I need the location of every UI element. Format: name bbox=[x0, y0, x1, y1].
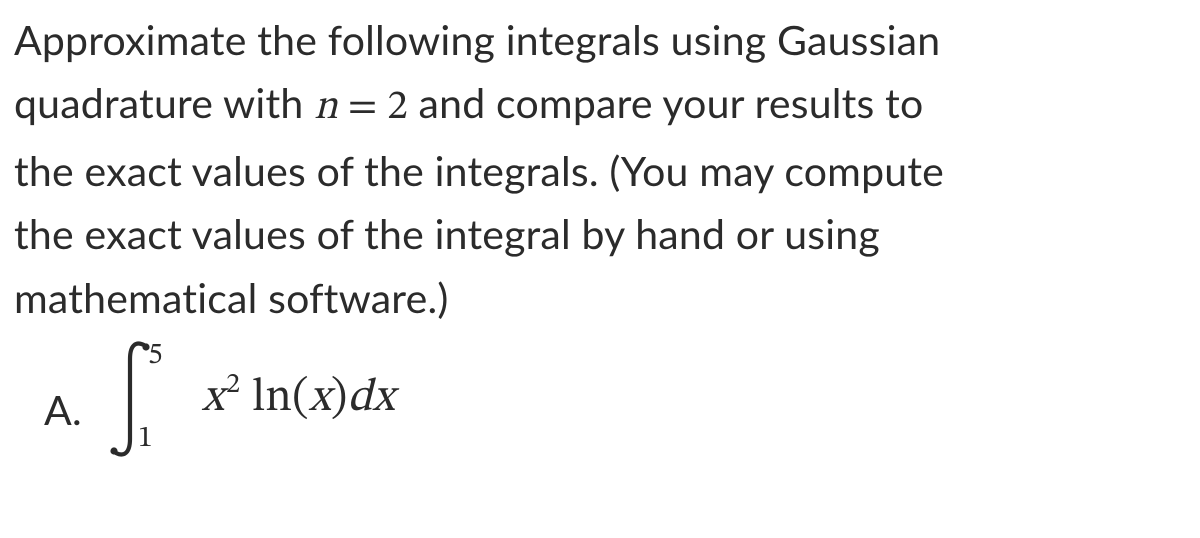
line2-post: and compare your results to bbox=[408, 78, 924, 127]
problem-text-line-5: mathematical software.) bbox=[14, 266, 1186, 329]
value-2: 2 bbox=[387, 87, 408, 128]
item-a-row: A. 5 1 x2 ln(x)dx bbox=[14, 339, 1186, 459]
problem-text-line-1: Approximate the following integrals usin… bbox=[14, 8, 1186, 71]
integral-expression: 5 1 x2 ln(x)dx bbox=[100, 339, 395, 459]
problem-text-line-4: the exact values of the integral by hand… bbox=[14, 202, 1186, 265]
close-paren: ) bbox=[331, 363, 348, 434]
item-a-label: A. bbox=[44, 378, 82, 459]
integral-upper-limit: 5 bbox=[148, 333, 163, 379]
differential-x: x bbox=[373, 363, 395, 434]
ln-argument: x bbox=[309, 363, 331, 434]
integral-lower-limit: 1 bbox=[138, 416, 153, 462]
equals-sign: = bbox=[338, 87, 387, 128]
ln-operator: ln bbox=[252, 363, 292, 434]
integrand-x: x bbox=[202, 363, 224, 434]
problem-text-line-2: quadrature with n = 2 and compare your r… bbox=[14, 71, 1186, 139]
open-paren: ( bbox=[292, 363, 309, 434]
integrand-x-power: 2 bbox=[226, 364, 240, 407]
integrand: x2 ln(x)dx bbox=[202, 363, 395, 434]
integral-sign: 5 1 bbox=[100, 339, 160, 459]
problem-text-line-3: the exact values of the integrals. (You … bbox=[14, 139, 1186, 202]
differential-d: d bbox=[348, 363, 373, 434]
problem-page: Approximate the following integrals usin… bbox=[0, 0, 1200, 459]
variable-n: n bbox=[314, 87, 338, 128]
line2-pre: quadrature with bbox=[14, 78, 314, 127]
